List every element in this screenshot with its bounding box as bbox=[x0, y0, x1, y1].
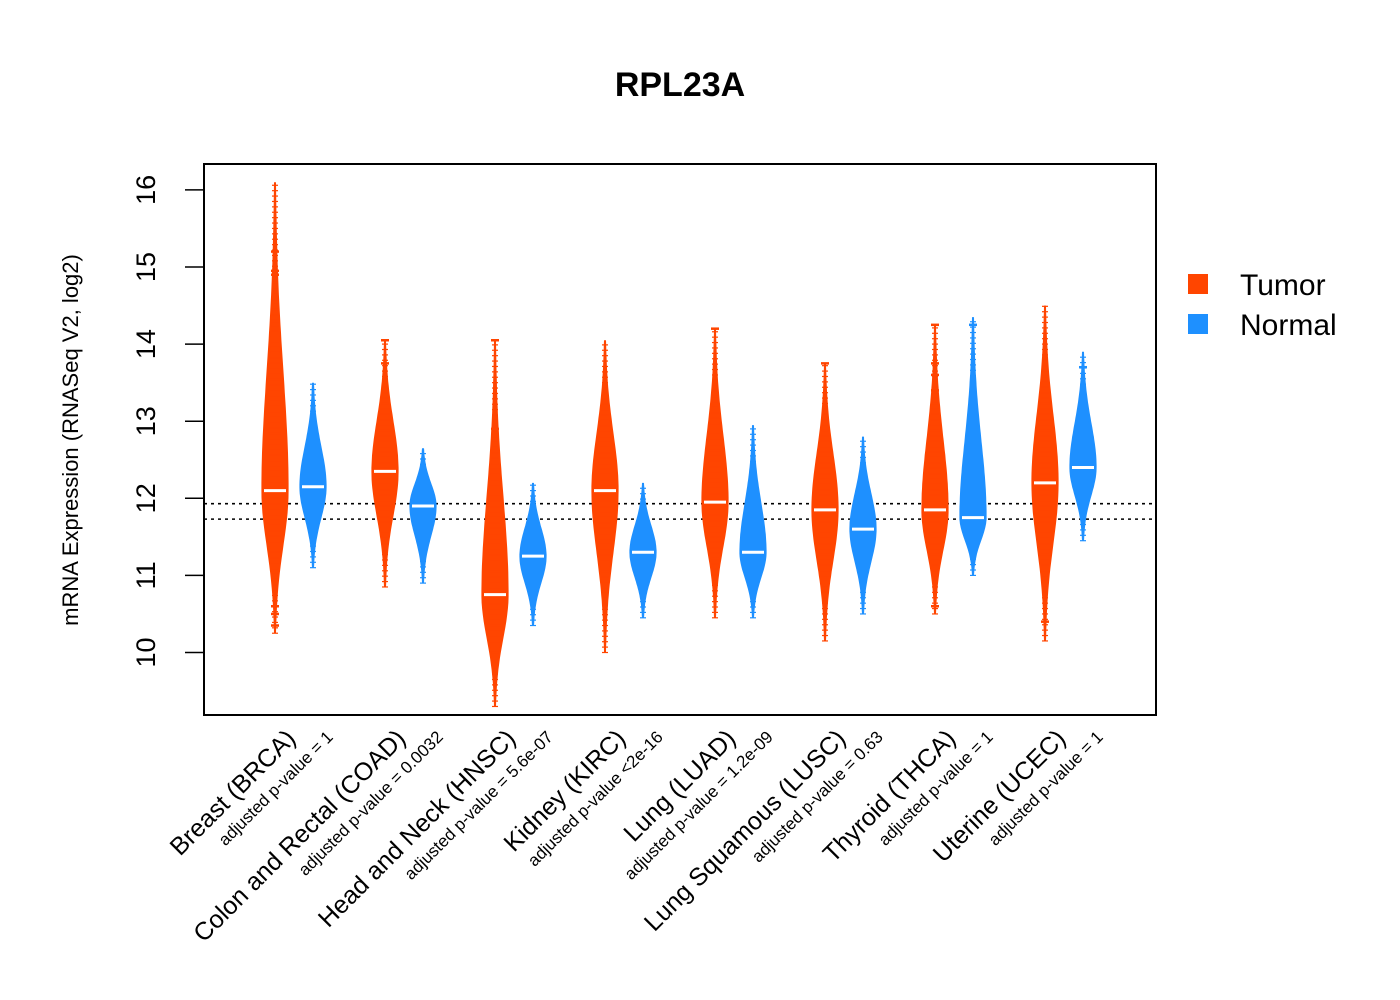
bean-normal-density bbox=[849, 436, 877, 614]
bean-normal-density bbox=[299, 382, 327, 568]
bean-normal-observations bbox=[967, 321, 979, 577]
bean-normal-density bbox=[409, 448, 437, 584]
bean-normal-density bbox=[629, 482, 657, 618]
bean-tumor-observations bbox=[599, 344, 611, 654]
y-tick-label: 10 bbox=[131, 637, 161, 667]
bean-normal-observations bbox=[417, 452, 429, 584]
bean-normal bbox=[959, 317, 987, 577]
y-tick-label: 16 bbox=[131, 175, 161, 205]
bean-normal bbox=[849, 436, 877, 615]
bean-tumor-density bbox=[921, 324, 949, 614]
bean-tumor bbox=[1031, 305, 1059, 642]
bean-normal bbox=[629, 482, 657, 619]
y-tick-label: 11 bbox=[131, 561, 161, 589]
bean-normal-density bbox=[1069, 351, 1097, 541]
bean-normal-observations bbox=[307, 383, 319, 569]
bean-normal-observations bbox=[857, 440, 869, 615]
bean-tumor-density bbox=[811, 363, 839, 641]
bean-tumor-observations bbox=[379, 343, 391, 588]
bean-normal-observations bbox=[747, 428, 759, 619]
y-axis-label: mRNA Expression (RNASeq V2, log2) bbox=[58, 254, 83, 626]
bean-normal bbox=[299, 382, 327, 569]
plot-area bbox=[204, 182, 1156, 708]
bean-normal-observations bbox=[1077, 356, 1089, 542]
bean-tumor bbox=[811, 362, 839, 642]
y-tick-label: 15 bbox=[131, 252, 161, 282]
y-tick-label: 13 bbox=[131, 406, 161, 436]
legend-label: Tumor bbox=[1240, 269, 1326, 302]
plot-frame bbox=[203, 163, 1157, 716]
bean-tumor-density bbox=[261, 182, 289, 634]
legend-swatch bbox=[1188, 274, 1208, 294]
legend-swatch bbox=[1188, 314, 1208, 334]
bean-tumor-observations bbox=[1039, 305, 1051, 642]
bean-tumor-observations bbox=[489, 344, 501, 708]
legend-label: Normal bbox=[1240, 309, 1337, 342]
bean-tumor bbox=[591, 340, 619, 654]
bean-normal bbox=[739, 425, 767, 619]
legend: Tumor Normal bbox=[1188, 269, 1337, 342]
bean-tumor-density bbox=[371, 340, 399, 587]
bean-normal bbox=[519, 482, 547, 627]
bean-normal-observations bbox=[527, 484, 539, 627]
bean-tumor-observations bbox=[269, 184, 281, 634]
bean-tumor bbox=[921, 323, 949, 615]
y-tick-label: 12 bbox=[131, 483, 161, 513]
bean-normal bbox=[409, 448, 437, 584]
bean-tumor-observations bbox=[709, 331, 721, 619]
chart-title: RPL23A bbox=[615, 66, 745, 104]
bean-tumor bbox=[481, 338, 509, 708]
bean-normal-density bbox=[519, 482, 547, 626]
bean-tumor bbox=[371, 338, 399, 588]
y-tick-label: 14 bbox=[131, 329, 161, 359]
bean-tumor-density bbox=[701, 328, 729, 618]
bean-tumor bbox=[701, 327, 729, 619]
y-axis: 10 11 12 13 14 15 16 bbox=[131, 175, 205, 668]
bean-tumor-observations bbox=[929, 327, 941, 615]
bean-normal bbox=[1069, 351, 1097, 542]
bean-tumor-observations bbox=[819, 365, 831, 642]
bean-tumor bbox=[261, 182, 289, 634]
bean-normal-density bbox=[739, 425, 767, 618]
